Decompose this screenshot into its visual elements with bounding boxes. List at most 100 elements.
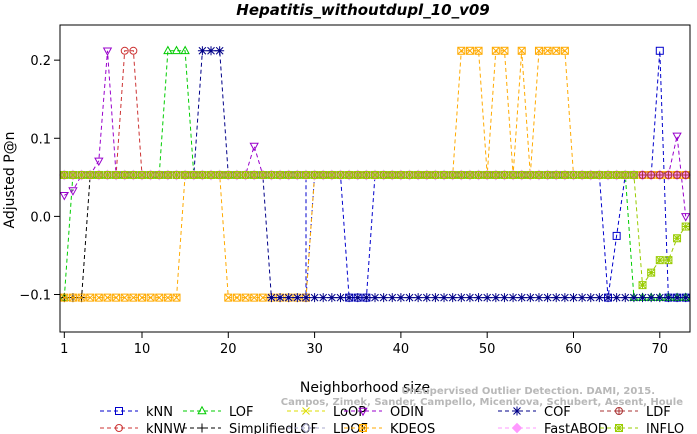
data-point-inflo [293,170,302,179]
series-line-knnw [64,50,686,176]
x-tick-label: 60 [565,342,582,357]
data-point-cof [603,293,613,303]
data-point-ldf [638,170,647,179]
data-point-kdeos [137,293,146,302]
data-point-inflo [612,170,621,179]
data-point-cof [534,293,544,303]
data-point-kdeos [552,46,561,55]
data-point-inflo [112,170,121,179]
watermark-line-2: Campos, Zimek, Sander, Campello, Micenko… [281,397,683,408]
data-point-cof [586,293,596,303]
data-point-kdeos [60,293,69,302]
data-point-inflo [483,170,492,179]
data-point-cof [284,293,294,303]
data-point-inflo [250,170,259,179]
legend: kNNkNNWLOFSimplifiedLOFLoOPLDOFODINKDEOS… [100,405,684,434]
data-point-cof [430,293,440,303]
y-tick-label: −0.1 [19,289,51,304]
data-point-cof [206,46,216,56]
data-point-inflo [327,170,336,179]
data-point-odin [94,157,104,167]
x-tick-label: 1 [60,342,68,357]
data-point-cof [646,293,656,303]
x-tick-label: 50 [479,342,496,357]
data-point-knn [612,231,621,240]
x-tick-label: 30 [306,342,323,357]
data-point-inflo [569,170,578,179]
data-point-inflo [465,170,474,179]
data-point-inflo [396,170,405,179]
data-point-odin [59,191,70,201]
legend-label-knn: kNN [146,405,173,420]
data-point-cof [361,293,371,303]
data-point-inflo [68,170,77,179]
data-point-inflo [353,170,362,179]
data-point-kdeos [258,293,267,302]
data-point-inflo [440,170,449,179]
series-line-simplifiedlof [64,174,686,299]
data-point-inflo [301,170,310,179]
data-point-cof [543,293,553,303]
data-point-inflo [258,170,267,179]
data-point-cof [422,293,432,303]
data-point-inflo [155,170,164,179]
data-point-inflo [638,281,647,290]
chart-title: Hepatitis_withoutdupl_10_v09 [236,1,489,19]
data-point-kdeos [146,293,155,302]
y-tick-label: 0.0 [30,210,51,225]
data-point-inflo [163,170,172,179]
data-point-inflo [172,170,181,179]
data-point-inflo [371,170,379,179]
data-point-ldf [647,170,656,179]
data-point-cof [517,293,527,303]
data-point-inflo [86,170,95,179]
data-point-inflo [414,170,423,179]
data-point-kdeos [232,293,241,302]
legend-label-loop: LoOP [333,405,366,420]
data-point-cof [681,293,691,303]
data-point-inflo [181,170,190,179]
data-point-cof [396,293,406,303]
y-tick-label: 0.2 [30,54,51,69]
data-point-kdeos [120,293,129,302]
data-point-inflo [560,170,569,179]
legend-label-cof: COF [544,405,571,420]
data-point-odin [680,213,691,222]
data-point-cof [197,46,207,56]
data-point-inflo [310,170,319,179]
data-point-lof [163,45,173,55]
data-point-cof [387,293,397,303]
data-point-inflo [673,234,682,243]
data-point-inflo [586,170,595,179]
data-point-cof [275,293,285,303]
data-point-inflo [517,170,526,179]
x-tick-label: 10 [134,342,151,357]
data-point-inflo [103,170,112,179]
data-point-inflo [319,170,328,179]
data-point-odin [249,142,259,152]
data-point-inflo [284,170,293,179]
data-point-cof [560,293,570,303]
data-point-cof [413,293,423,303]
data-point-cof [663,293,673,303]
data-point-inflo [526,170,535,179]
data-point-inflo [379,170,388,179]
data-point-kdeos [543,46,552,55]
data-point-inflo [336,170,345,179]
data-point-cof [594,293,604,303]
legend-entry-fastabod: FastABOD [498,422,608,434]
data-point-cof [525,293,535,303]
data-point-kdeos [560,46,569,55]
data-point-cof [379,293,389,303]
data-point-inflo [267,170,276,179]
data-point-inflo [276,170,285,179]
data-point-kdeos [224,293,233,302]
data-point-cof [344,293,354,303]
data-point-cof [491,293,501,303]
data-point-inflo [388,170,397,179]
legend-entry-lof: LOF [183,405,254,420]
data-point-cof [310,293,320,303]
data-point-kdeos [500,46,509,55]
data-point-inflo [543,170,552,179]
